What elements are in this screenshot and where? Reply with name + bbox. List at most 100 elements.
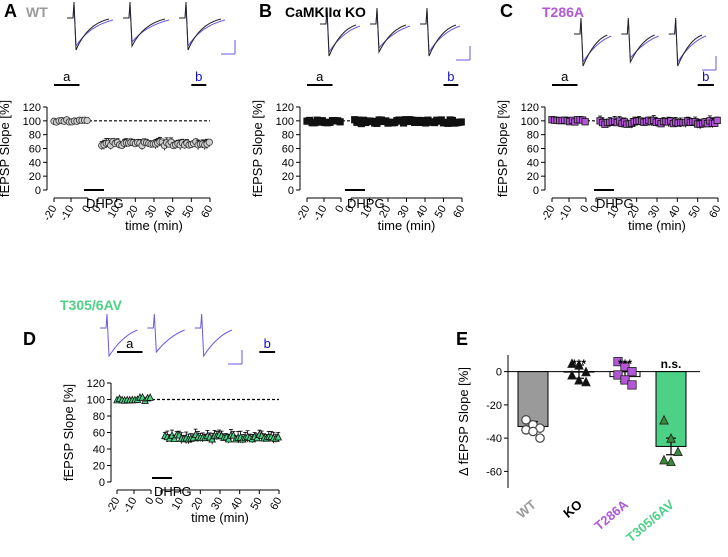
y-tick-label-e--20: -20 — [486, 400, 502, 412]
significance-e-3: n.s. — [661, 357, 682, 371]
significance-e-2: *** — [618, 357, 632, 371]
x-tick-label-post-d-50: 50 — [248, 496, 265, 513]
y-axis-label-c: fEPSP Slope [%] — [495, 100, 510, 197]
trace-after-d-2 — [147, 313, 185, 354]
late-label-b-c: b — [702, 69, 709, 84]
trace-before-b-1 — [320, 7, 357, 57]
drug-label-a: DHPG — [86, 196, 124, 211]
category-label-e-0: WT — [514, 497, 539, 522]
late-label-b-a: b — [195, 69, 202, 84]
data-point-pre-c — [581, 118, 589, 126]
x-tick-label-post-c-60: 60 — [707, 204, 724, 221]
data-point-post-d — [224, 434, 233, 443]
y-tick-label-d-0: 0 — [99, 477, 105, 489]
data-point-post-b — [457, 118, 465, 126]
panel-b-genotype: CaMKIIα KO — [285, 4, 366, 20]
trace-after-c-3 — [668, 19, 707, 64]
y-tick-label-a-20: 20 — [29, 171, 41, 183]
trace-after-d-3 — [194, 313, 233, 358]
y-tick-label-a-80: 80 — [29, 130, 41, 142]
data-point-e-2-3 — [613, 370, 623, 380]
y-tick-label-b-100: 100 — [276, 116, 294, 128]
data-point-e-2-5 — [627, 380, 637, 390]
trace-before-c-3 — [668, 17, 703, 67]
trace-before-c-2 — [621, 17, 655, 64]
y-tick-label-a-60: 60 — [29, 144, 41, 156]
baseline-label-a-c: a — [561, 69, 569, 84]
x-tick-label-post-b-30: 30 — [396, 204, 413, 221]
late-label-b-d: b — [264, 336, 271, 351]
y-tick-label-b-0: 0 — [288, 185, 294, 197]
y-tick-label-a-120: 120 — [23, 102, 41, 114]
data-point-e-1-0 — [567, 358, 577, 368]
data-point-e-0-5 — [535, 433, 545, 443]
y-tick-label-b-80: 80 — [282, 130, 294, 142]
data-point-e-1-3 — [567, 369, 577, 380]
x-tick-label-pre-c-0: 0 — [578, 204, 591, 215]
x-tick-label-post-a-50: 50 — [180, 204, 197, 221]
x-tick-label-post-c-30: 30 — [646, 204, 663, 221]
x-tick-label-pre-a-0: 0 — [80, 204, 93, 215]
panel-e-letter: E — [456, 329, 469, 349]
x-tick-label-post-d-60: 60 — [268, 496, 285, 513]
data-point-e-1-5 — [581, 376, 591, 387]
x-tick-label-post-a-40: 40 — [162, 204, 179, 221]
x-tick-label-post-b-60: 60 — [451, 204, 468, 221]
trace-before-a-2 — [123, 1, 166, 48]
x-tick-label-pre-d--10: -10 — [121, 496, 139, 516]
x-axis-label-b: time (min) — [378, 218, 436, 233]
x-tick-label-post-b-40: 40 — [414, 204, 431, 221]
y-tick-label-c-40: 40 — [527, 157, 539, 169]
x-tick-label-pre-c--20: -20 — [539, 204, 557, 224]
trace-before-b-2 — [370, 7, 407, 54]
data-point-pre-a — [83, 116, 91, 125]
y-tick-label-c-120: 120 — [521, 102, 539, 114]
y-tick-label-d-40: 40 — [93, 444, 105, 456]
y-tick-label-b-20: 20 — [282, 171, 294, 183]
y-axis-label-a: fEPSP Slope [%] — [0, 100, 12, 197]
x-tick-label-post-b-0: 0 — [343, 204, 356, 215]
y-tick-label-a-100: 100 — [23, 116, 41, 128]
x-tick-label-post-d-20: 20 — [189, 496, 206, 513]
x-tick-label-post-d-40: 40 — [229, 496, 246, 513]
x-tick-label-pre-b-0: 0 — [333, 204, 346, 215]
trace-after-b-2 — [370, 9, 411, 50]
x-tick-label-post-d-30: 30 — [209, 496, 226, 513]
y-tick-label-c-20: 20 — [527, 171, 539, 183]
x-tick-label-post-d-0: 0 — [153, 496, 166, 507]
x-tick-label-pre-a--10: -10 — [58, 204, 76, 224]
drug-label-c: DHPG — [596, 196, 634, 211]
x-tick-label-pre-b--20: -20 — [294, 204, 312, 224]
baseline-label-a-d: a — [126, 336, 134, 351]
y-axis-label-d: fEPSP Slope [%] — [61, 384, 76, 481]
category-label-e-1: KO — [560, 497, 585, 521]
x-axis-label-a: time (min) — [125, 218, 183, 233]
x-tick-label-post-b-20: 20 — [377, 204, 394, 221]
x-tick-label-pre-b--10: -10 — [311, 204, 329, 224]
y-tick-label-c-80: 80 — [527, 130, 539, 142]
x-tick-label-post-b-10: 10 — [359, 204, 376, 221]
panel-d-genotype: T305/6AV — [60, 297, 122, 313]
x-tick-label-post-c-10: 10 — [605, 204, 622, 221]
y-tick-label-b-120: 120 — [276, 102, 294, 114]
y-tick-label-d-120: 120 — [87, 378, 105, 390]
trace-after-c-2 — [621, 19, 659, 60]
baseline-label-a-a: a — [63, 69, 71, 84]
y-tick-label-c-0: 0 — [533, 185, 539, 197]
significance-e-1: *** — [572, 357, 586, 371]
data-point-e-0-4 — [528, 426, 538, 437]
x-tick-label-pre-d-0: 0 — [143, 496, 156, 507]
trace-after-c-1 — [574, 19, 612, 64]
y-tick-label-b-40: 40 — [282, 157, 294, 169]
data-point-post-c — [713, 116, 721, 125]
data-point-e-2-2 — [627, 367, 637, 377]
x-axis-label-d: time (min) — [191, 510, 249, 525]
panel-d-letter: D — [23, 329, 36, 349]
y-tick-label-b-60: 60 — [282, 144, 294, 156]
x-tick-label-post-a-20: 20 — [124, 204, 141, 221]
data-point-e-2-0 — [613, 357, 623, 367]
y-tick-label-d-80: 80 — [93, 411, 105, 423]
panel-c-letter: C — [500, 1, 513, 21]
panel-a-letter: A — [4, 1, 17, 21]
x-tick-label-post-c-20: 20 — [626, 204, 643, 221]
